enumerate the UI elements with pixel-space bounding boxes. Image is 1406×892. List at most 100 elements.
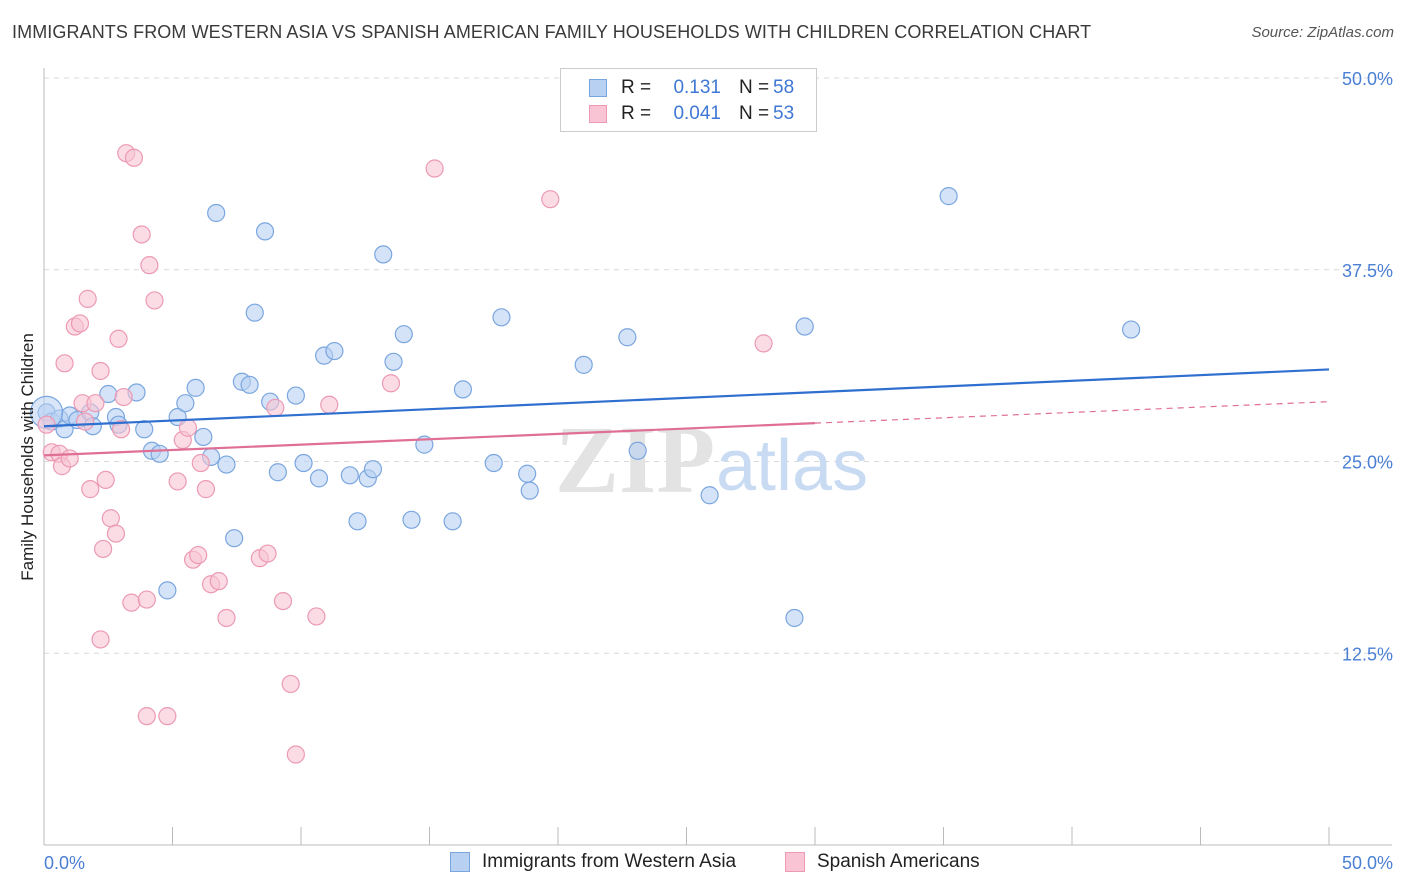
data-point-spanish-americans bbox=[189, 545, 208, 565]
data-point-spanish-americans bbox=[209, 572, 228, 591]
data-point-western-asia bbox=[207, 203, 226, 223]
legend-n-value: 53 bbox=[773, 103, 795, 124]
y-tick-label: 37.5% bbox=[1342, 261, 1393, 281]
bottom-legend-swatch-blue bbox=[450, 852, 470, 872]
data-point-spanish-americans bbox=[109, 329, 128, 348]
data-point-spanish-americans bbox=[78, 289, 97, 308]
legend-r-value: 0.131 bbox=[673, 77, 721, 98]
data-point-western-asia bbox=[402, 510, 421, 529]
data-point-western-asia bbox=[484, 453, 503, 473]
data-point-spanish-americans bbox=[60, 449, 79, 468]
legend-row-western-asia: R = 0.131 N = 58 bbox=[589, 76, 794, 100]
data-point-western-asia bbox=[176, 394, 195, 413]
x-tick-label: 0.0% bbox=[44, 853, 85, 873]
data-point-western-asia bbox=[795, 317, 814, 336]
bottom-legend-western-asia: Immigrants from Western Asia bbox=[450, 851, 736, 873]
y-tick-label: 12.5% bbox=[1342, 644, 1393, 664]
data-point-spanish-americans bbox=[281, 674, 300, 694]
chart-title: IMMIGRANTS FROM WESTERN ASIA VS SPANISH … bbox=[12, 22, 1092, 42]
watermark: ZIP atlas bbox=[555, 406, 868, 513]
data-point-spanish-americans bbox=[258, 544, 277, 563]
data-point-western-asia bbox=[158, 581, 177, 600]
data-point-western-asia bbox=[443, 512, 462, 531]
data-point-spanish-americans bbox=[106, 524, 126, 543]
data-point-spanish-americans bbox=[178, 418, 198, 437]
data-point-spanish-americans bbox=[81, 480, 100, 499]
data-point-spanish-americans bbox=[320, 395, 339, 414]
data-point-spanish-americans bbox=[168, 472, 187, 491]
data-point-spanish-americans bbox=[381, 374, 401, 393]
legend-r-value: 0.041 bbox=[673, 103, 721, 124]
trend-line-spanish-americans-extension bbox=[814, 401, 1330, 424]
data-point-western-asia bbox=[453, 380, 473, 399]
x-tick-label: 50.0% bbox=[1342, 853, 1393, 873]
data-point-spanish-americans bbox=[91, 630, 110, 649]
bottom-legend-label: Immigrants from Western Asia bbox=[482, 851, 737, 872]
legend-swatch-pink bbox=[589, 105, 607, 123]
data-point-western-asia bbox=[135, 420, 154, 439]
y-tick-label: 25.0% bbox=[1342, 453, 1393, 473]
data-point-western-asia bbox=[245, 303, 264, 322]
data-point-western-asia bbox=[1122, 320, 1141, 339]
data-point-western-asia bbox=[186, 378, 205, 397]
data-point-spanish-americans bbox=[196, 480, 216, 499]
gridlines bbox=[44, 77, 1392, 654]
data-point-western-asia bbox=[374, 245, 393, 264]
data-point-western-asia bbox=[492, 308, 511, 327]
data-point-spanish-americans bbox=[76, 412, 95, 431]
legend-r-label: R = bbox=[621, 77, 652, 98]
source-label: Source: ZipAtlas.com bbox=[1251, 24, 1394, 41]
data-point-western-asia bbox=[194, 427, 213, 447]
data-point-western-asia bbox=[340, 466, 359, 485]
data-point-western-asia bbox=[384, 352, 403, 371]
data-point-spanish-americans bbox=[145, 291, 164, 310]
legend-row-spanish-americans: R = 0.041 N = 53 bbox=[589, 102, 794, 126]
data-point-western-asia bbox=[785, 608, 804, 628]
bottom-legend-swatch-pink bbox=[785, 852, 805, 872]
data-point-western-asia bbox=[150, 444, 169, 463]
data-point-spanish-americans bbox=[137, 590, 156, 609]
data-point-spanish-americans bbox=[96, 470, 115, 490]
data-point-western-asia bbox=[348, 512, 367, 531]
data-point-spanish-americans bbox=[124, 148, 144, 167]
data-point-spanish-americans bbox=[55, 354, 74, 373]
legend-n-value: 58 bbox=[773, 77, 795, 98]
legend-swatch-blue bbox=[589, 79, 607, 97]
data-point-spanish-americans bbox=[91, 361, 110, 381]
data-point-spanish-americans bbox=[425, 159, 444, 178]
data-point-western-asia bbox=[394, 325, 413, 344]
legend-r-label: R = bbox=[621, 103, 652, 124]
data-point-spanish-americans bbox=[307, 607, 326, 626]
data-point-spanish-americans bbox=[541, 190, 560, 209]
data-point-western-asia bbox=[225, 529, 244, 548]
data-point-spanish-americans bbox=[94, 539, 113, 559]
data-point-western-asia bbox=[240, 375, 259, 394]
data-point-spanish-americans bbox=[158, 707, 177, 726]
data-point-western-asia bbox=[294, 453, 313, 473]
data-point-spanish-americans bbox=[122, 593, 141, 612]
data-point-spanish-americans bbox=[137, 707, 156, 726]
watermark-atlas: atlas bbox=[716, 426, 868, 506]
data-point-spanish-americans bbox=[132, 225, 151, 244]
data-point-spanish-americans bbox=[101, 509, 120, 528]
legend-n-label: N = bbox=[739, 77, 770, 98]
trend-line-western-asia bbox=[43, 368, 1330, 428]
data-point-spanish-americans bbox=[114, 387, 133, 407]
bottom-legend-spanish-americans: Spanish Americans bbox=[785, 851, 980, 873]
trend-lines bbox=[43, 368, 1330, 457]
data-point-spanish-americans bbox=[70, 314, 90, 333]
bottom-legend-label: Spanish Americans bbox=[817, 851, 980, 872]
data-point-spanish-americans bbox=[86, 394, 105, 413]
data-point-western-asia bbox=[518, 464, 537, 483]
series-spanish-americans bbox=[37, 144, 773, 764]
data-point-western-asia bbox=[939, 187, 958, 206]
data-point-spanish-americans bbox=[140, 256, 159, 275]
legend-n-label: N = bbox=[739, 103, 770, 124]
data-point-western-asia bbox=[268, 463, 287, 482]
watermark-zip: ZIP bbox=[555, 406, 715, 513]
data-point-western-asia bbox=[520, 481, 539, 500]
data-point-western-asia bbox=[700, 486, 719, 505]
data-point-spanish-americans bbox=[191, 453, 210, 473]
data-point-spanish-americans bbox=[217, 608, 236, 628]
